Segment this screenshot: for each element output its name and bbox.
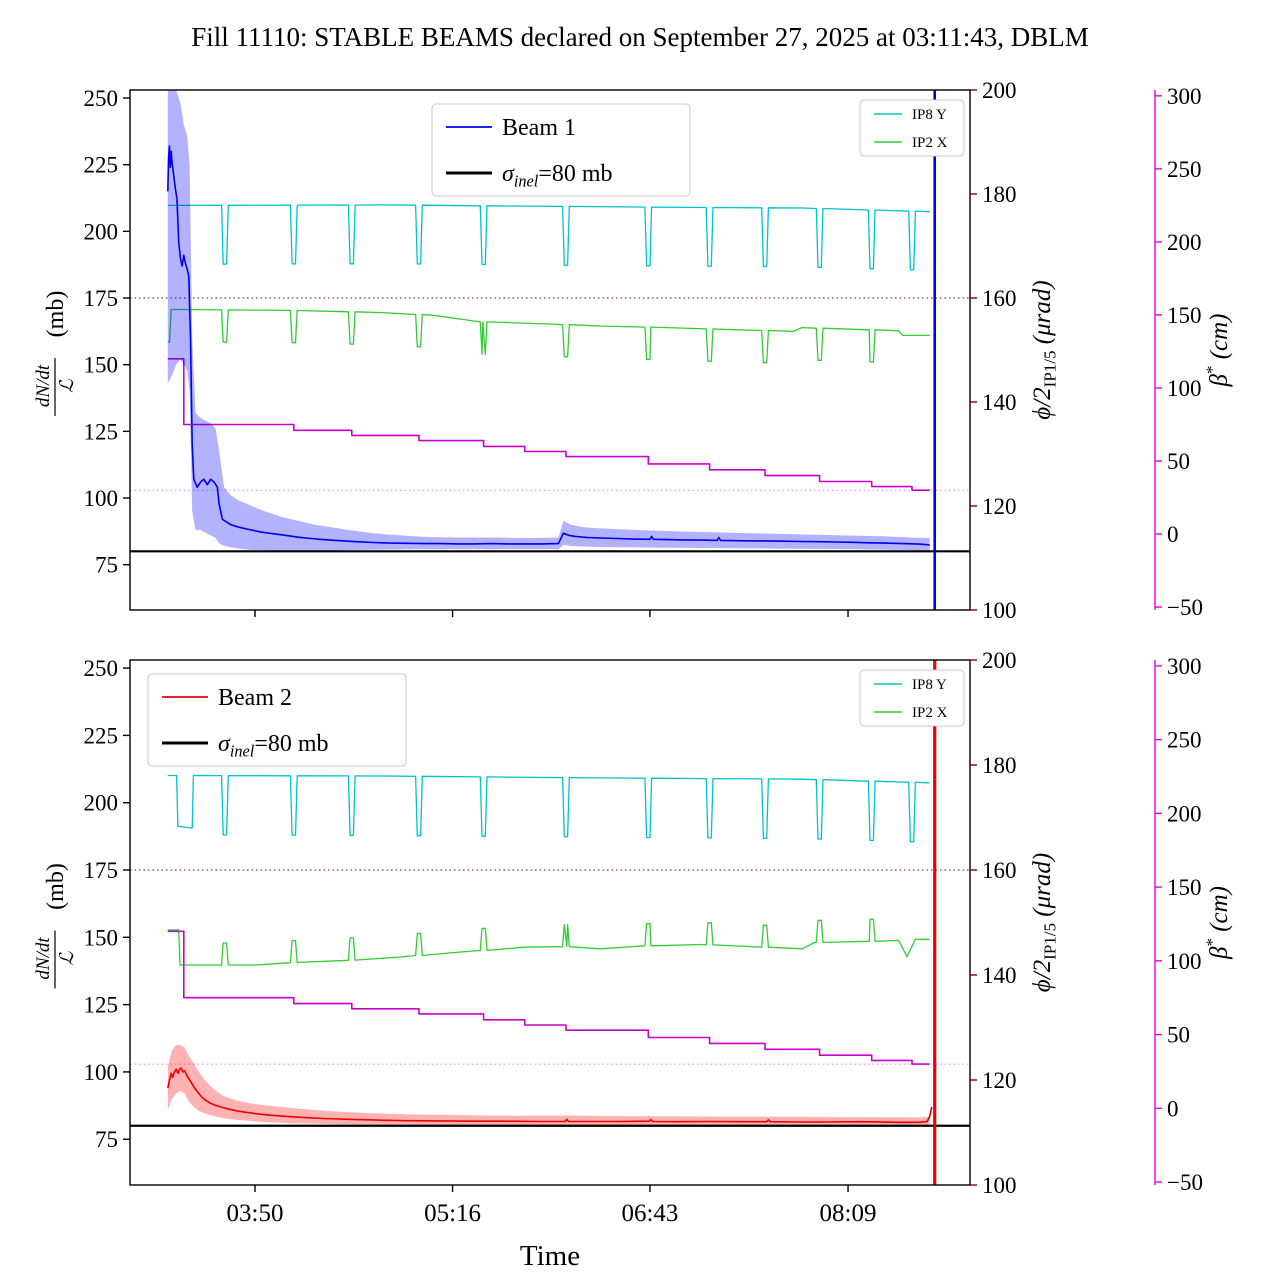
y-left-tick-label: 150	[84, 925, 119, 950]
series-ip8-y	[167, 204, 930, 271]
y-right1-tick-label: 200	[982, 648, 1017, 673]
y-left-tick-label: 100	[84, 486, 119, 511]
panel-0-legend-ip-label: IP8 Y	[912, 107, 947, 123]
y-right1-tick-label: 120	[982, 1068, 1017, 1093]
y-left-label-numerator: dN/dt	[33, 364, 54, 407]
y-right2-tick-label: 300	[1167, 654, 1202, 679]
y-right2-tick-label: 300	[1167, 84, 1202, 109]
x-tick-label: 03:50	[227, 1200, 284, 1227]
y-right1-label-text: ϕ/2IP1/5 (μrad)	[1029, 853, 1060, 992]
panel-0-legend-ip-label: IP2 X	[912, 135, 948, 151]
y-right2-tick-label: 100	[1167, 949, 1202, 974]
y-right2-tick-label: 0	[1167, 522, 1179, 547]
y-right2-tick-label: 150	[1167, 875, 1202, 900]
panel-1-legend-ip-label: IP2 X	[912, 705, 948, 721]
x-tick-label: 08:09	[820, 1200, 877, 1227]
y-left-axis-label: dN/dt ℒ (mb)	[33, 863, 78, 989]
y-left-tick-label: 175	[84, 286, 119, 311]
panel-1-legend-ip-label: IP8 Y	[912, 677, 947, 693]
y-right2-tick-label: 200	[1167, 230, 1202, 255]
y-left-tick-label: 175	[84, 858, 119, 883]
y-left-tick-label: 125	[84, 419, 119, 444]
y-left-label-unit: (mb)	[43, 291, 69, 338]
y-right1-tick-label: 160	[982, 858, 1017, 883]
y-left-tick-label: 75	[95, 1127, 118, 1152]
panel-0-legend-main-box	[431, 103, 691, 197]
y-right2-tick-label: 100	[1167, 376, 1202, 401]
y-left-label-numerator: dN/dt	[33, 937, 54, 980]
figure-title: Fill 11110: STABLE BEAMS declared on Sep…	[191, 22, 1089, 52]
y-right1-tick-label: 140	[982, 963, 1017, 988]
y-right1-tick-label: 140	[982, 390, 1017, 415]
y-left-tick-label: 200	[84, 219, 119, 244]
panel-0-data	[130, 90, 970, 610]
y-right2-label-text: β* (cm)	[1203, 886, 1234, 960]
y-right1-tick-label: 200	[982, 78, 1017, 103]
y-left-label-denominator: ℒ	[57, 378, 78, 393]
y-right2-axis-label: β* (cm)	[1203, 313, 1234, 387]
chart-root: 75 100 125 150 175 200 225 250 100 120 140 160 180 20…	[33, 78, 1233, 1272]
y-right1-axis-label: ϕ/2IP1/5 (μrad)	[1029, 280, 1060, 419]
y-right2-tick-label: −50	[1167, 1170, 1203, 1195]
panel-0-legend-main-label: Beam 1	[502, 115, 576, 141]
y-right2-axis-label: β* (cm)	[1203, 886, 1234, 960]
y-right1-tick-label: 160	[982, 286, 1017, 311]
y-left-tick-label: 75	[95, 553, 118, 578]
y-left-tick-label: 100	[84, 1060, 119, 1085]
series-beam2-band	[167, 1045, 930, 1127]
y-left-tick-label: 250	[84, 656, 119, 681]
y-left-tick-label: 200	[84, 791, 119, 816]
y-right1-label-text: ϕ/2IP1/5 (μrad)	[1029, 280, 1060, 419]
panel-1-legend-main-label: σinel=80 mb	[218, 731, 329, 760]
y-left-label-denominator: ℒ	[57, 950, 78, 965]
y-right2-tick-label: 250	[1167, 157, 1202, 182]
y-right2-tick-label: 0	[1167, 1096, 1179, 1121]
y-right1-tick-label: 180	[982, 753, 1017, 778]
y-left-tick-label: 150	[84, 353, 119, 378]
series-beam1-band	[167, 90, 930, 552]
y-right2-tick-label: 200	[1167, 801, 1202, 826]
x-tick-label: 06:43	[621, 1200, 678, 1227]
series-beam1	[167, 145, 930, 546]
y-left-label-unit: (mb)	[43, 863, 69, 910]
series-ip8-y	[167, 774, 930, 843]
y-right1-tick-label: 100	[982, 598, 1017, 623]
y-right1-axis-label: ϕ/2IP1/5 (μrad)	[1029, 853, 1060, 992]
panel-1-data	[130, 660, 970, 1185]
y-left-tick-label: 250	[84, 86, 119, 111]
y-left-tick-label: 225	[84, 153, 119, 178]
panel-1-legend-main-box	[147, 673, 407, 767]
y-right1-tick-label: 120	[982, 494, 1017, 519]
x-tick-label: 05:16	[424, 1200, 481, 1227]
series-ip2-x	[167, 918, 930, 966]
y-right2-tick-label: 250	[1167, 728, 1202, 753]
series-ip2-x	[167, 308, 930, 364]
y-left-tick-label: 125	[84, 993, 119, 1018]
panel-1-legend-main-label: Beam 2	[218, 685, 292, 711]
x-axis-label: Time	[520, 1240, 580, 1272]
y-right2-tick-label: 150	[1167, 303, 1202, 328]
panel-0-legend-main-label: σinel=80 mb	[502, 161, 613, 190]
y-left-tick-label: 225	[84, 723, 119, 748]
y-right1-tick-label: 100	[982, 1173, 1017, 1198]
y-right2-tick-label: −50	[1167, 595, 1203, 620]
y-right2-tick-label: 50	[1167, 449, 1190, 474]
panel-0-spines	[129, 89, 971, 611]
panel-1-spines	[129, 659, 971, 1186]
y-left-axis-label: dN/dt ℒ (mb)	[33, 291, 78, 416]
series-beam2	[167, 1067, 933, 1124]
series-beta-star	[167, 358, 930, 491]
y-right2-tick-label: 50	[1167, 1023, 1190, 1048]
y-right1-tick-label: 180	[982, 182, 1017, 207]
y-right2-label-text: β* (cm)	[1203, 313, 1234, 387]
series-beta-star	[167, 930, 930, 1065]
